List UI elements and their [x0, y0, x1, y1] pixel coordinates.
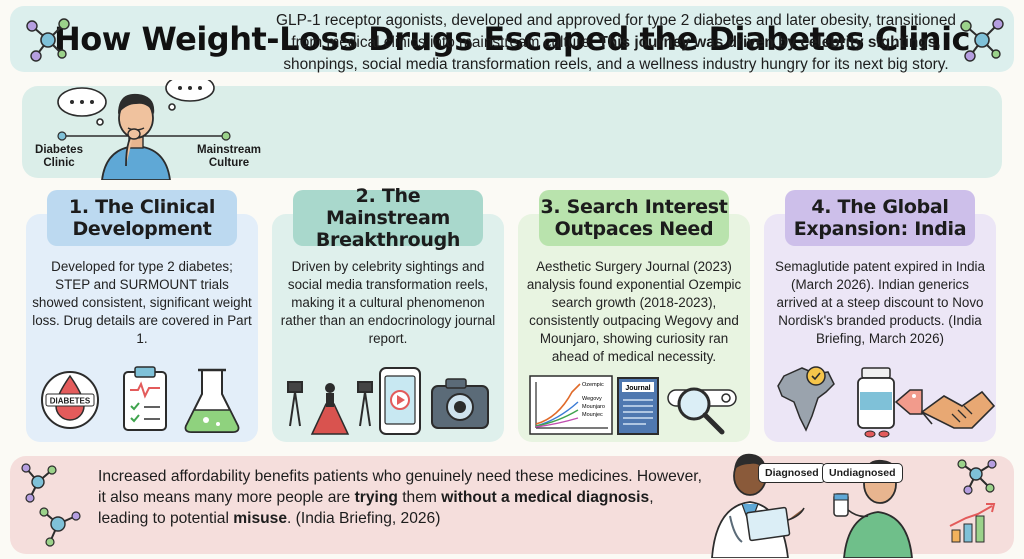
bottom-bold: without a medical diagnosis	[441, 489, 650, 506]
intro-text-bold: This journey was driven by celebrity sig…	[598, 34, 941, 51]
card-4-icons	[777, 366, 996, 438]
card-body: Semaglutide patent expired in India (Mar…	[775, 259, 985, 346]
thinking-person-illustration	[57, 80, 231, 180]
series-label: Ozempic	[582, 382, 604, 388]
clipboard-icon	[123, 366, 167, 431]
card-body: Driven by celebrity sightings and social…	[280, 259, 496, 346]
page-title: How Weight-Loss Drugs Escaped the Diabet…	[54, 20, 971, 58]
intro-text-part2: shonpings, social media transformation r…	[283, 56, 949, 73]
bottom-text-a: Increased affordability benefits patient…	[98, 468, 702, 506]
bottom-bold: misuse	[233, 510, 287, 527]
card-title: 1. The Clinical Development	[47, 190, 237, 246]
bottom-text-d: . (India Briefing, 2026)	[287, 510, 441, 527]
mainstream-culture-label: Mainstream Culture	[197, 144, 261, 169]
molecule-icon	[960, 18, 1004, 62]
bottom-text-b: them	[397, 489, 442, 506]
diagnosed-bubble: Diagnosed	[758, 463, 826, 483]
bottom-text: Increased affordability benefits patient…	[98, 466, 708, 529]
card-title: 3. Search Interest Outpaces Need	[539, 190, 729, 246]
intro-text: GLP-1 receptor agonists, developed and a…	[260, 10, 972, 76]
series-label: Mounjaro	[582, 404, 605, 410]
camera-icon	[431, 378, 489, 429]
flask-icon	[184, 368, 240, 433]
card-1-icons: DIABETES	[41, 366, 240, 433]
phone-reel-icon	[379, 367, 421, 435]
card-body: Developed for type 2 diabetes; STEP and …	[32, 259, 252, 346]
molecule-growth-icon	[949, 459, 997, 543]
card-title: 2. The Mainstream Breakthrough	[293, 185, 483, 251]
intro-text-part1: GLP-1 receptor agonists, developed and a…	[276, 12, 956, 51]
molecule-icon	[21, 463, 81, 547]
series-label: Wegovy	[582, 396, 602, 402]
doctor-icon	[711, 453, 805, 558]
india-map-icon	[777, 366, 835, 432]
search-magnifier-icon	[667, 387, 737, 435]
diabetes-drop-icon: DIABETES	[41, 371, 99, 429]
card-2-icons	[287, 367, 489, 435]
red-carpet-icon	[287, 381, 373, 435]
card-title: 4. The Global Expansion: India	[785, 190, 975, 246]
handshake-icon	[920, 390, 996, 429]
journal-label: Journal	[625, 385, 650, 392]
molecule-icon	[26, 18, 70, 62]
series-label: Mounjec	[582, 412, 603, 418]
medicine-bottle-icon	[857, 367, 895, 438]
diabetes-label: DIABETES	[50, 397, 91, 406]
diabetes-clinic-label: Diabetes Clinic	[35, 144, 83, 169]
bottom-text-c: , leading to potential	[98, 489, 654, 527]
bar-growth-icon	[949, 503, 996, 543]
price-tag-icon	[894, 389, 923, 415]
card-3-icons: Ozempic Wegovy Mounjaro Mounjec Journal	[529, 375, 737, 435]
bottom-bold: trying	[354, 489, 398, 506]
title-banner: How Weight-Loss Drugs Escaped the Diabet…	[10, 6, 1014, 72]
undiagnosed-bubble: Undiagnosed	[822, 463, 903, 483]
journal-icon: Journal	[617, 377, 659, 435]
card-body: Aesthetic Surgery Journal (2023) analysi…	[526, 259, 742, 364]
search-trend-chart-icon: Ozempic Wegovy Mounjaro Mounjec	[529, 375, 613, 435]
